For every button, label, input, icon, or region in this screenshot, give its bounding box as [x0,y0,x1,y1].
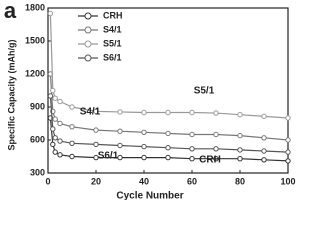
legend-label: S5/1 [103,38,122,48]
x-tick-label: 80 [235,176,245,186]
data-point [189,156,195,162]
data-point [261,157,267,163]
data-point [237,132,243,139]
data-point [261,135,267,141]
data-point [261,148,267,154]
data-point [189,131,195,138]
data-point [52,135,58,141]
data-point [50,87,56,94]
data-point [285,115,291,121]
data-point [213,131,219,138]
data-point [52,116,58,122]
chart: a Cycle Number Specific Capacity (mAh/g)… [4,0,296,200]
y-tick-label: 1500 [25,35,45,45]
data-point [261,113,267,120]
x-tick-label: 100 [280,176,295,186]
data-point [117,109,123,115]
x-tick-label: 60 [187,176,197,186]
x-tick-label: 20 [91,176,101,186]
data-point [93,108,99,115]
data-point [93,154,99,161]
data-point [213,156,219,162]
legend-label: CRH [103,10,123,20]
annotation: S6/1 [98,151,119,162]
data-point [141,143,147,150]
x-axis-label: Cycle Number [116,191,183,200]
series-line [49,117,289,162]
data-point [117,128,123,134]
data-point [57,138,63,144]
y-tick-label: 600 [30,134,45,144]
data-point [117,142,123,149]
plot-frame [47,7,289,174]
data-point [50,141,56,148]
data-point [237,147,243,153]
x-tick-label: 40 [139,176,149,186]
data-point [165,109,171,116]
data-point [213,146,219,152]
data-point [141,109,147,116]
data-point [47,93,54,99]
y-tick-label: 1200 [25,68,45,78]
data-point [165,154,171,161]
data-point [189,109,195,116]
legend-marker [84,54,92,62]
y-tick-label: 1800 [25,2,45,12]
data-point [237,112,243,118]
legend-label: S4/1 [103,24,122,34]
series-line [49,95,289,153]
data-point [69,124,75,130]
data-point [285,149,291,155]
legend-marker [84,12,92,20]
annotation: S5/1 [194,86,215,97]
data-point [57,98,63,105]
data-point [165,130,171,137]
data-point [47,10,54,17]
data-point [189,146,195,152]
y-tick-label: 900 [30,101,45,111]
data-point [69,104,75,110]
data-point [285,158,291,164]
panel-label: a [4,0,17,23]
data-point [141,154,147,161]
data-point [117,154,123,161]
data-point [93,141,99,148]
x-tick-label: 0 [45,176,50,186]
data-point [52,149,58,155]
data-point [69,153,75,160]
data-point [237,156,243,162]
legend-marker [84,40,92,48]
data-point [93,127,99,133]
y-axis-label: Specific Capacity (mAh/g) [6,39,16,150]
data-point [165,145,171,151]
y-tick-label: 300 [30,167,45,177]
data-point [52,95,58,101]
annotation: CRH [199,155,221,166]
data-point [69,140,75,147]
data-point [57,120,63,127]
data-point [50,126,56,132]
legend-label: S6/1 [103,52,122,62]
data-point [141,129,147,136]
data-point [213,110,219,116]
legend-marker [84,26,92,34]
data-point [57,152,63,158]
data-point [285,137,291,143]
annotation: S4/1 [80,107,101,118]
